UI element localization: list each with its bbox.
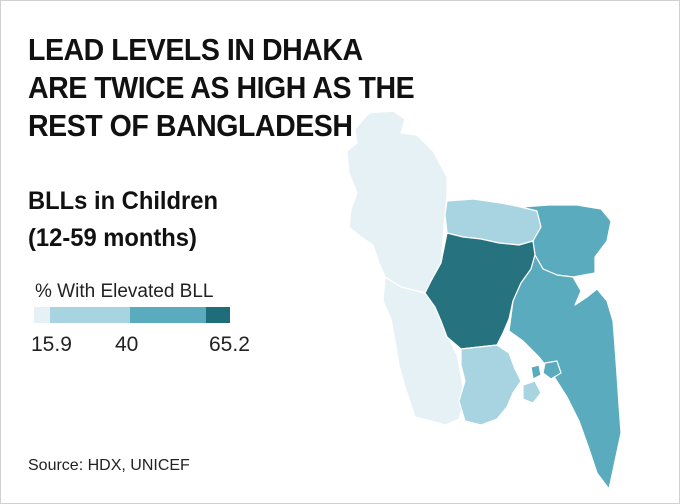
legend-tick-mid: 40	[115, 333, 139, 356]
source-note: Source: HDX, UNICEF	[28, 457, 190, 474]
map-region-barisal-island	[522, 380, 542, 404]
legend-swatch-lowest	[34, 307, 50, 323]
title-line-1: LEAD LEVELS IN DHAKA	[28, 32, 363, 67]
map-region-chittagong-island-2	[530, 364, 542, 380]
map-region-sylhet	[520, 204, 612, 278]
map-region-barisal	[458, 344, 522, 426]
subtitle-line-1: BLLs in Children	[28, 187, 218, 215]
legend-tick-min: 15.9	[31, 333, 72, 356]
title-line-3: REST OF BANGLADESH	[28, 108, 353, 143]
title-line-2: ARE TWICE AS HIGH AS THE	[28, 70, 415, 105]
subtitle-line-2: (12-59 months)	[28, 224, 197, 252]
legend-swatch-low	[50, 307, 130, 323]
map-region-chittagong	[508, 254, 622, 490]
map-region-dhaka	[424, 232, 536, 350]
legend-swatch-mid	[130, 307, 206, 323]
legend-tick-max: 65.2	[209, 333, 250, 356]
legend-title: % With Elevated BLL	[35, 281, 214, 302]
legend-color-scale	[34, 307, 230, 323]
map-region-chittagong-island	[542, 360, 562, 380]
map-region-west	[346, 110, 448, 294]
legend-swatch-high	[206, 307, 230, 323]
